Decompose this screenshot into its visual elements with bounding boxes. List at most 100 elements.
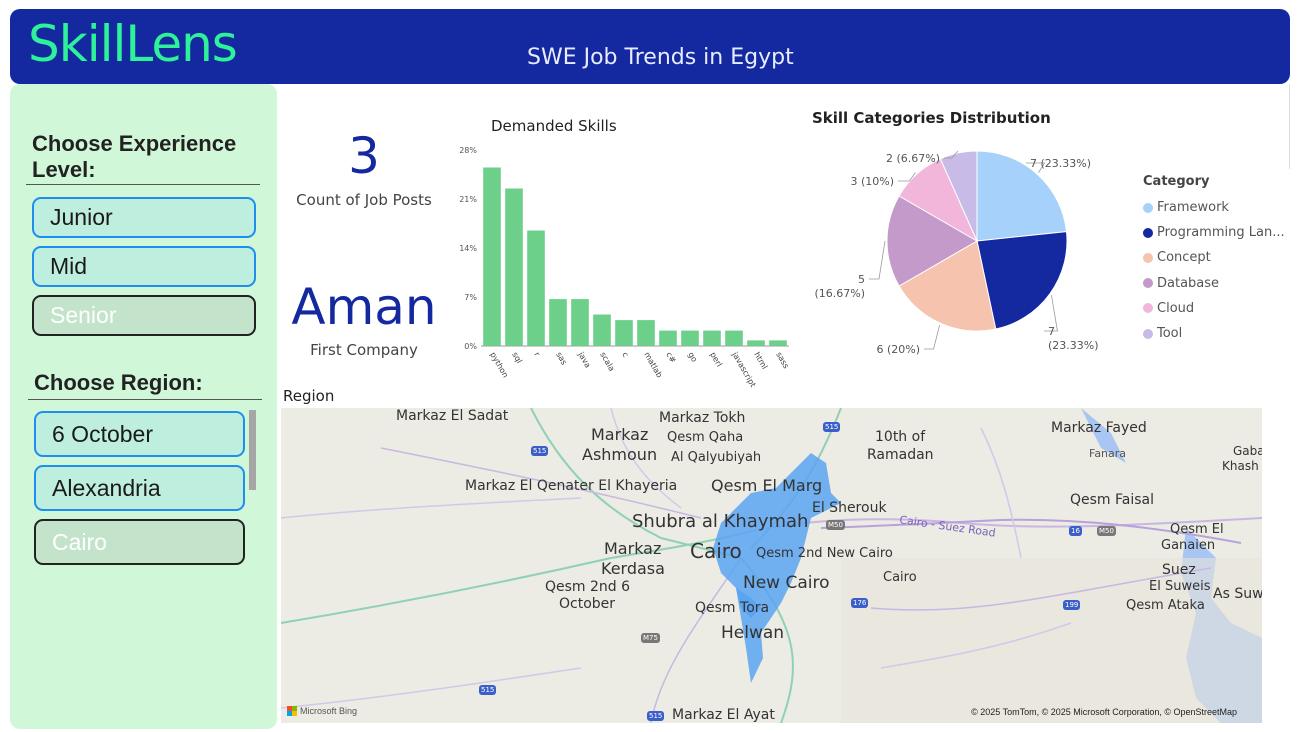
x-tick-label: sql xyxy=(510,351,524,365)
pie-data-label: 7 xyxy=(1048,325,1055,338)
road-shield-icon: M75 xyxy=(641,633,660,643)
bar-java[interactable] xyxy=(571,299,589,346)
map-background xyxy=(281,408,1262,723)
map-place-label: 10th of xyxy=(875,429,926,445)
x-tick-label: c# xyxy=(664,351,677,365)
pie-data-label: 2 (6.67%) xyxy=(886,152,940,165)
pie-slice-1[interactable] xyxy=(976,231,1068,330)
x-tick-label: matlab xyxy=(642,351,664,380)
filter-panel: Choose Experience Level: Junior Mid Seni… xyxy=(10,84,277,729)
pie-data-label: 3 (10%) xyxy=(850,175,894,188)
map-place-label: Suez xyxy=(1162,562,1196,578)
road-shield-icon: 515 xyxy=(479,685,497,695)
bar-python[interactable] xyxy=(483,167,501,347)
kpi-job-count-label: Count of Job Posts xyxy=(296,191,432,209)
pie-leader-line xyxy=(1044,295,1058,332)
pie-chart-title: Skill Categories Distribution xyxy=(812,109,1051,127)
legend-item[interactable]: Database xyxy=(1143,271,1285,296)
brand-logo: SkillLens xyxy=(28,15,238,73)
map-credit: © 2025 TomTom, © 2025 Microsoft Corporat… xyxy=(971,707,1237,717)
demanded-skills-bar-chart: 0% 7% 14% 21% 28% python sql r sas java scala c matl… xyxy=(459,146,791,388)
pie-slice-2[interactable] xyxy=(898,240,997,332)
pie-data-label: (16.67%) xyxy=(814,287,865,300)
region-scrollbar[interactable] xyxy=(249,410,256,490)
skill-categories-pie-chart: 7 (23.33%) 7(23.33%) 6 (20%) 5(16.67%) 3 (10… xyxy=(814,150,1099,356)
bar-c[interactable] xyxy=(615,320,633,346)
legend-dot-icon xyxy=(1143,328,1153,339)
bar-r[interactable] xyxy=(527,230,545,347)
map-place-label: Fanara xyxy=(1089,447,1127,460)
option-label: Senior xyxy=(50,302,117,328)
y-tick-label: 0% xyxy=(464,342,477,351)
legend-dot-icon xyxy=(1143,252,1153,263)
map-place-label: Ashmoun xyxy=(582,445,658,464)
pie-slice-0[interactable] xyxy=(976,150,1068,242)
map-place-label: Markaz Fayed xyxy=(1051,420,1147,436)
page-title: SWE Job Trends in Egypt xyxy=(527,45,794,70)
map-place-label: Markaz Tokh xyxy=(659,410,746,426)
option-label: Mid xyxy=(50,253,88,279)
legend-dot-icon xyxy=(1143,303,1153,314)
pie-legend: Category Framework Programming Lan... Conc… xyxy=(1143,174,1285,346)
region-option-6-october[interactable]: 6 October xyxy=(34,411,245,457)
pie-slice-5[interactable] xyxy=(939,150,978,242)
experience-option-senior[interactable]: Senior xyxy=(32,295,256,336)
road-shield-icon: 515 xyxy=(531,446,549,456)
legend-label: Cloud xyxy=(1157,300,1195,316)
option-label: Alexandria xyxy=(52,474,161,501)
x-tick-label: r xyxy=(532,351,542,359)
region-filter-title: Choose Region: xyxy=(34,370,203,395)
kpi-first-company-value: Aman xyxy=(291,278,437,336)
map-place-label: Qesm Tora xyxy=(695,600,770,616)
map-place-label: Markaz El Qenater El Khayeria xyxy=(465,478,678,494)
bar-html[interactable] xyxy=(747,340,765,346)
region-option-alexandria[interactable]: Alexandria xyxy=(34,465,245,511)
pie-data-label: 5 xyxy=(858,273,865,286)
x-tick-label: sas xyxy=(554,351,568,367)
legend-item[interactable]: Concept xyxy=(1143,245,1285,270)
pie-slice-3[interactable] xyxy=(886,195,979,287)
legend-label: Database xyxy=(1157,275,1220,291)
map-place-label: Markaz xyxy=(604,539,662,558)
bar-go[interactable] xyxy=(681,330,699,346)
pie-data-label: (23.33%) xyxy=(1048,339,1099,352)
divider xyxy=(1289,84,1290,169)
pie-leader-line xyxy=(924,324,940,350)
x-tick-label: c xyxy=(620,351,630,359)
legend-label: Concept xyxy=(1157,250,1211,266)
bar-sql[interactable] xyxy=(505,188,523,347)
bar-chart-title: Demanded Skills xyxy=(491,117,617,135)
legend-item[interactable]: Programming Lan... xyxy=(1143,220,1285,245)
bar-scala[interactable] xyxy=(593,314,611,347)
pie-leader-line xyxy=(944,150,959,159)
map-place-label: New Cairo xyxy=(743,573,830,593)
x-tick-label: java xyxy=(576,350,593,370)
experience-option-mid[interactable]: Mid xyxy=(32,246,256,287)
experience-option-junior[interactable]: Junior xyxy=(32,197,256,238)
legend-item[interactable]: Cloud xyxy=(1143,296,1285,321)
road-shield-icon: M50 xyxy=(826,520,845,530)
map-place-label: Markaz El Sadat xyxy=(396,408,509,424)
map-place-label: Gaba xyxy=(1233,444,1262,458)
bar-matlab[interactable] xyxy=(637,320,655,346)
road-shield-icon: M50 xyxy=(1097,526,1116,536)
bar-javascript[interactable] xyxy=(725,330,743,346)
divider xyxy=(28,399,262,400)
region-option-cairo[interactable]: Cairo xyxy=(34,519,245,565)
bar-perl[interactable] xyxy=(703,330,721,346)
bar-sass[interactable] xyxy=(769,340,787,346)
bar-c#[interactable] xyxy=(659,330,677,346)
option-label: 6 October xyxy=(52,420,153,447)
legend-item[interactable]: Framework xyxy=(1143,195,1285,220)
legend-title: Category xyxy=(1143,174,1210,189)
region-map[interactable]: Markaz El Sadat Markaz Tokh Markaz Ashmoun Q… xyxy=(281,408,1262,723)
map-place-label: Qesm El xyxy=(1170,522,1224,537)
bar-sas[interactable] xyxy=(549,299,567,346)
map-place-label: Cairo xyxy=(690,539,742,563)
legend-item[interactable]: Tool xyxy=(1143,321,1285,346)
legend-label: Tool xyxy=(1157,326,1183,342)
x-tick-label: perl xyxy=(708,351,724,369)
road-shield-icon: 16 xyxy=(1069,526,1082,536)
pie-leader-line xyxy=(869,240,886,280)
